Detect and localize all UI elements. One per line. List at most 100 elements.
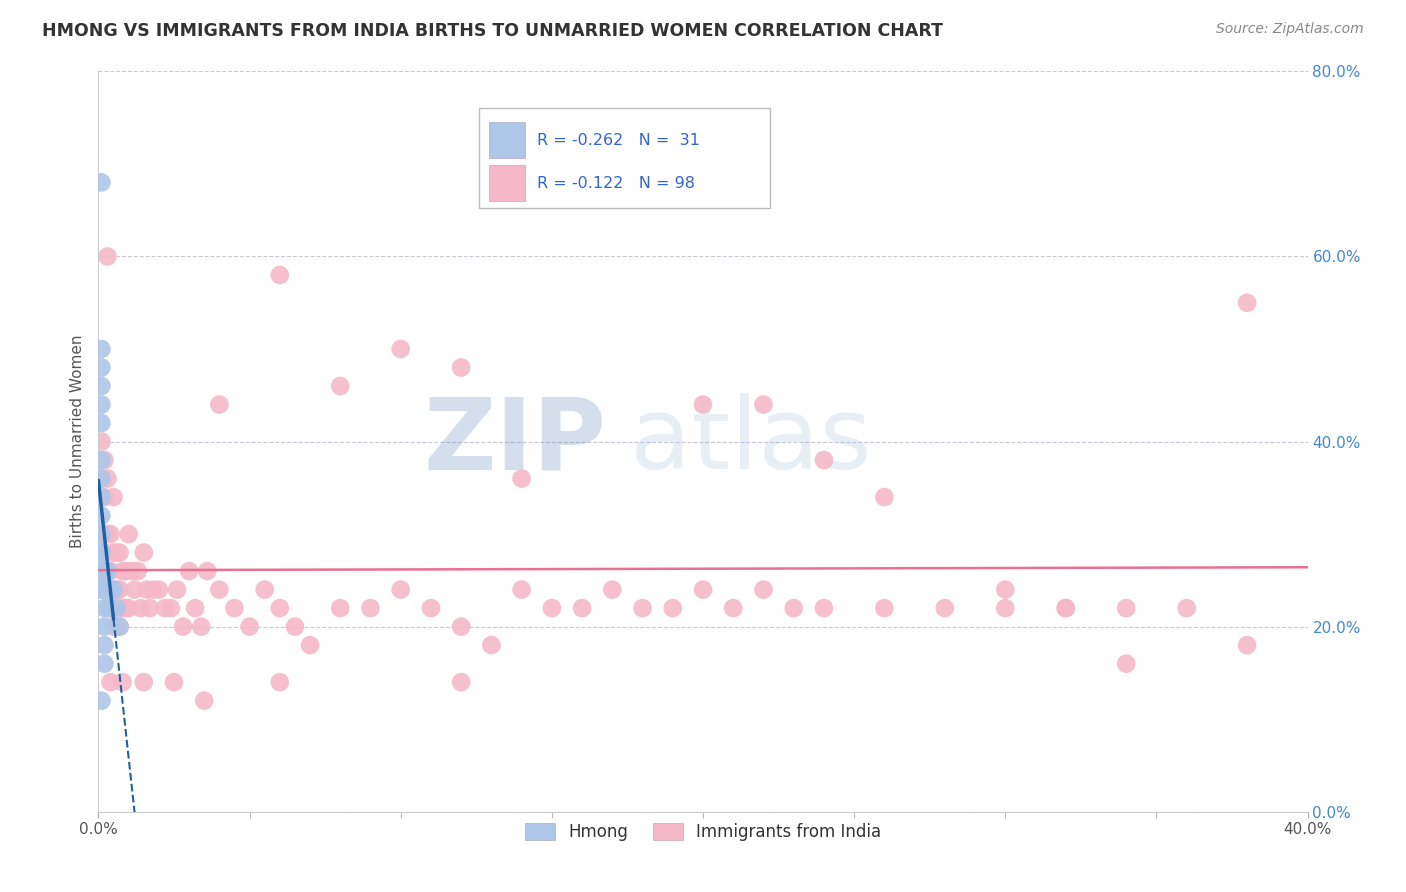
Point (224, 601, 246, 615)
Point (108, 545, 131, 560)
Point (121, 564, 143, 578)
Point (299, 638, 322, 652)
Point (450, 360, 472, 375)
Point (114, 601, 136, 615)
Point (994, 601, 1017, 615)
Point (1054, 601, 1077, 615)
Point (360, 601, 382, 615)
Point (108, 619, 131, 633)
Point (132, 675, 155, 690)
Point (193, 694, 215, 708)
Point (208, 398, 231, 412)
Point (783, 601, 806, 615)
Point (100, 675, 122, 690)
Point (813, 453, 835, 467)
Point (90, 472, 112, 486)
Point (153, 601, 176, 615)
Legend: Hmong, Immigrants from India: Hmong, Immigrants from India (517, 816, 889, 847)
Point (1115, 601, 1137, 615)
Point (90, 582, 112, 597)
Point (93, 490, 115, 504)
Point (752, 582, 775, 597)
Point (93, 564, 115, 578)
Point (163, 675, 186, 690)
Point (90, 434, 112, 449)
Point (90, 508, 112, 523)
Point (96, 472, 118, 486)
Point (90, 527, 112, 541)
Point (752, 398, 775, 412)
Bar (489, 165, 526, 201)
Point (93, 601, 115, 615)
Point (160, 601, 183, 615)
Point (90, 379, 112, 393)
Point (90, 453, 112, 467)
Point (93, 453, 115, 467)
Point (90, 360, 112, 375)
Point (100, 601, 122, 615)
Point (90, 527, 112, 541)
Y-axis label: Births to Unmarried Women: Births to Unmarried Women (69, 334, 84, 549)
Point (195, 564, 218, 578)
Point (510, 582, 533, 597)
Point (93, 657, 115, 671)
Point (481, 638, 503, 652)
Point (129, 601, 152, 615)
Point (1236, 295, 1258, 310)
Point (105, 582, 128, 597)
Point (114, 564, 136, 578)
Point (90, 564, 112, 578)
Text: R = -0.262   N =  31: R = -0.262 N = 31 (537, 133, 700, 148)
Point (96, 564, 118, 578)
Point (105, 619, 128, 633)
Point (934, 601, 956, 615)
Point (93, 582, 115, 597)
Point (179, 564, 201, 578)
Point (118, 527, 141, 541)
Point (269, 675, 291, 690)
Point (420, 601, 443, 615)
Text: R = -0.122   N = 98: R = -0.122 N = 98 (537, 176, 696, 191)
Point (994, 582, 1017, 597)
Point (1175, 601, 1198, 615)
Point (184, 601, 207, 615)
Point (239, 619, 262, 633)
Point (269, 601, 291, 615)
Point (96, 250, 118, 264)
Point (90, 416, 112, 430)
Point (166, 582, 188, 597)
Point (96, 582, 118, 597)
Point (450, 675, 472, 690)
Point (329, 379, 352, 393)
Point (111, 564, 134, 578)
Point (813, 601, 835, 615)
Point (602, 582, 624, 597)
Point (132, 545, 155, 560)
Point (90, 175, 112, 190)
Point (93, 564, 115, 578)
Point (540, 601, 562, 615)
Point (93, 545, 115, 560)
Point (873, 601, 896, 615)
Point (90, 545, 112, 560)
Point (208, 582, 231, 597)
Point (1236, 638, 1258, 652)
Point (139, 601, 162, 615)
Point (148, 582, 170, 597)
FancyBboxPatch shape (479, 109, 769, 209)
Point (389, 582, 412, 597)
Point (873, 490, 896, 504)
Point (96, 601, 118, 615)
Point (135, 582, 157, 597)
Point (631, 601, 654, 615)
Text: HMONG VS IMMIGRANTS FROM INDIA BIRTHS TO UNMARRIED WOMEN CORRELATION CHART: HMONG VS IMMIGRANTS FROM INDIA BIRTHS TO… (42, 22, 943, 40)
Point (90, 582, 112, 597)
Point (124, 582, 146, 597)
Point (90, 490, 112, 504)
Point (111, 675, 134, 690)
Point (253, 582, 276, 597)
Point (105, 545, 128, 560)
Point (111, 601, 134, 615)
Point (100, 564, 122, 578)
Point (103, 582, 125, 597)
